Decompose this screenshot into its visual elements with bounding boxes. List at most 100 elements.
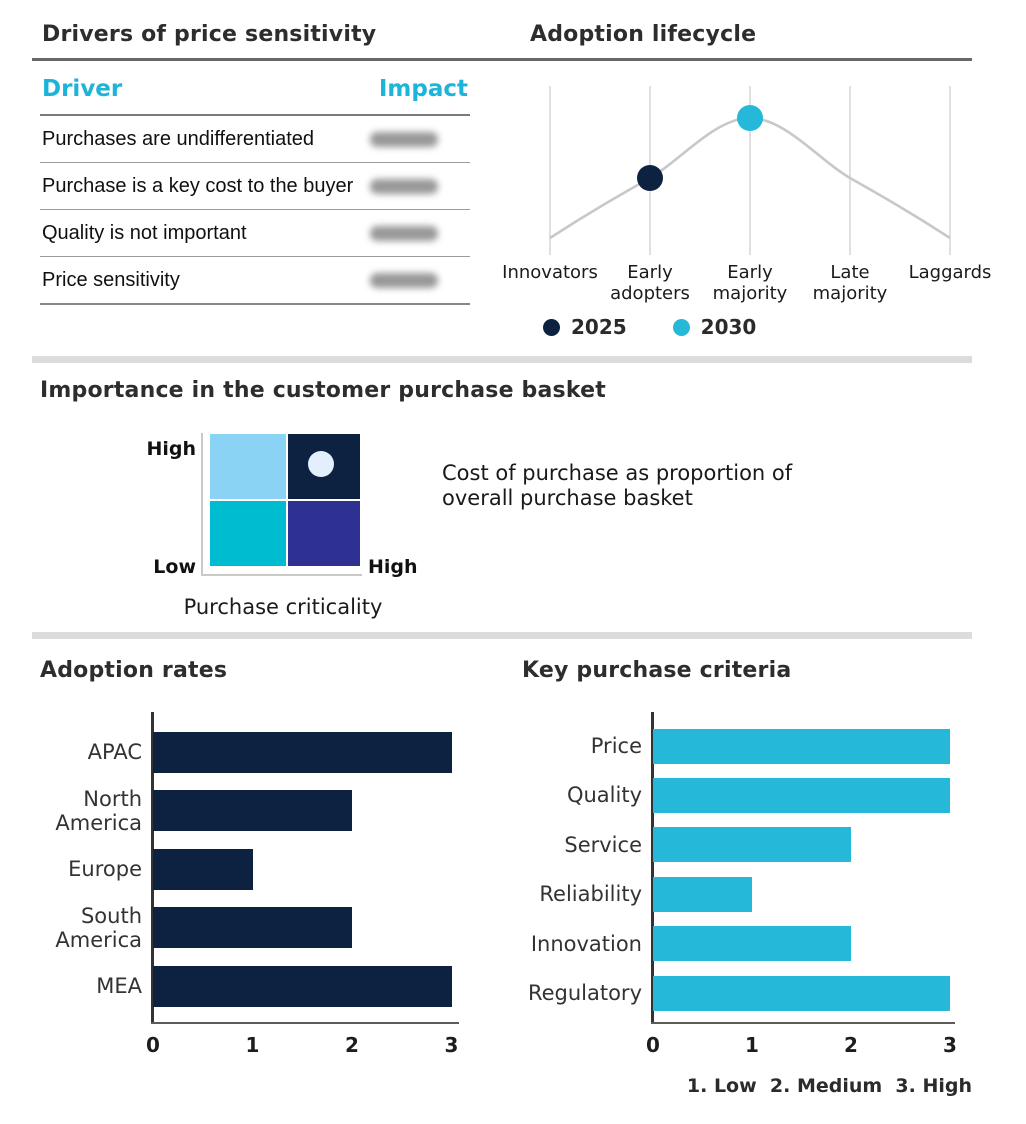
category-label-text: Innovation xyxy=(530,931,642,956)
matrix-marker-dot xyxy=(308,451,334,477)
adoption-rates-y-axis xyxy=(151,712,154,1024)
bar-reliability xyxy=(653,876,752,912)
purchase-criteria-title: Key purchase criteria xyxy=(522,658,792,683)
category-label: Price xyxy=(498,719,642,773)
table-row: Purchases are undifferentiated xyxy=(40,116,470,163)
category-label: North America xyxy=(24,784,142,838)
category-label-text: Reliability xyxy=(539,882,642,907)
matrix-y-high-label: High xyxy=(146,438,196,460)
driver-cell: Purchases are undifferentiated xyxy=(42,127,315,150)
category-label-text: Europe xyxy=(68,857,142,881)
column-header-impact: Impact xyxy=(378,76,468,102)
drivers-table-body: Purchases are undifferentiated Purchase i… xyxy=(40,116,470,305)
drivers-section-title: Drivers of price sensitivity xyxy=(42,22,377,47)
x-tick-label: 2 xyxy=(345,1033,359,1057)
category-label-text: Regulatory xyxy=(527,981,642,1005)
legend-label: 2025 xyxy=(571,315,627,339)
matrix-quadrant-top-left xyxy=(210,434,286,499)
impact-value-blurred xyxy=(370,225,438,241)
section-divider xyxy=(32,632,972,639)
importance-section-title: Importance in the customer purchase bask… xyxy=(40,378,606,403)
impact-value-blurred xyxy=(370,178,438,194)
lifecycle-category-label: Innovators xyxy=(502,262,598,283)
lifecycle-legend: 2025 2030 xyxy=(543,315,756,339)
legend-label: 2030 xyxy=(700,315,757,339)
category-label-text: MEA xyxy=(96,974,142,998)
bar-south-america xyxy=(153,907,352,948)
impact-value-blurred xyxy=(370,272,438,288)
category-label-text: APAC xyxy=(87,740,142,764)
lifecycle-category-label: Late majority xyxy=(812,262,888,304)
lifecycle-section-title: Adoption lifecycle xyxy=(530,22,757,47)
x-tick-label: 1 xyxy=(245,1033,260,1057)
lifecycle-category-label: Early majority xyxy=(712,262,788,304)
x-tick-label: 0 xyxy=(146,1033,160,1057)
impact-value-blurred xyxy=(370,131,438,147)
driver-cell: Price sensitivity xyxy=(42,268,180,291)
driver-cell: Quality is not important xyxy=(42,221,247,244)
bar-quality xyxy=(653,777,950,813)
category-label: Europe xyxy=(24,842,142,896)
lifecycle-plot xyxy=(549,86,951,255)
category-label-text: North America xyxy=(55,786,142,835)
matrix-annotation: Cost of purchase as proportion of overal… xyxy=(442,461,793,510)
adoption-rates-x-axis xyxy=(151,1022,459,1024)
category-label: Regulatory xyxy=(498,966,642,1020)
marker-dot-2025 xyxy=(637,165,663,191)
category-label: APAC xyxy=(24,725,142,779)
category-label: MEA xyxy=(24,959,142,1013)
category-label: Innovation xyxy=(498,917,642,971)
lifecycle-category-label: Laggards xyxy=(908,262,992,283)
table-row: Purchase is a key cost to the buyer xyxy=(40,163,470,210)
lifecycle-category-label: Early adopters xyxy=(610,262,690,304)
category-label-text: Price xyxy=(590,734,642,758)
driver-cell: Purchase is a key cost to the buyer xyxy=(42,174,354,197)
scale-footnote: 1. Low 2. Medium 3. High xyxy=(686,1075,972,1097)
criteria-x-axis xyxy=(651,1022,955,1024)
matrix-quadrant-bottom-left xyxy=(210,501,286,566)
matrix-y-axis xyxy=(201,433,203,576)
bar-north-america xyxy=(153,790,352,831)
category-label: Reliability xyxy=(498,867,642,921)
adoption-rates-title: Adoption rates xyxy=(40,658,228,683)
table-row: Quality is not important xyxy=(40,210,470,257)
x-tick-label: 1 xyxy=(745,1033,759,1057)
header-rule xyxy=(32,58,972,61)
matrix-x-axis xyxy=(201,574,362,576)
lifecycle-labels: Innovators Early adopters Early majority La… xyxy=(502,262,991,312)
bar-price xyxy=(653,728,950,764)
legend-dot-icon xyxy=(543,318,560,336)
criteria-y-axis xyxy=(651,712,654,1024)
bar-mea xyxy=(153,965,452,1007)
marker-dot-2030 xyxy=(737,105,763,131)
column-header-driver: Driver xyxy=(42,76,123,102)
section-divider xyxy=(32,356,972,363)
table-row: Price sensitivity xyxy=(40,257,470,305)
importance-matrix xyxy=(210,434,360,566)
category-label: Service xyxy=(498,818,642,872)
legend-item: 2030 xyxy=(672,315,757,339)
bar-europe xyxy=(153,848,253,890)
category-label-text: Quality xyxy=(566,783,642,808)
x-tick-label: 2 xyxy=(844,1033,858,1057)
category-label: Quality xyxy=(498,768,642,822)
drivers-table-header: Driver Impact xyxy=(40,72,470,116)
category-label: South America xyxy=(24,901,142,955)
legend-dot-icon xyxy=(672,318,690,336)
bar-regulatory xyxy=(653,975,950,1011)
matrix-x-axis-title: Purchase criticality xyxy=(183,595,383,619)
x-tick-label: 3 xyxy=(943,1033,957,1057)
x-tick-label: 0 xyxy=(646,1033,660,1057)
category-label-text: Service xyxy=(564,832,642,857)
matrix-y-low-label: Low xyxy=(153,556,196,578)
bar-service xyxy=(653,827,851,863)
matrix-quadrant-bottom-right xyxy=(288,501,360,566)
bar-innovation xyxy=(653,926,851,962)
category-label-text: South America xyxy=(55,903,142,952)
bar-apac xyxy=(153,731,452,773)
drivers-table: Driver Impact Purchases are undifferenti… xyxy=(40,72,470,305)
matrix-x-high-label: High xyxy=(368,556,418,578)
legend-item: 2025 xyxy=(543,315,627,339)
x-tick-label: 3 xyxy=(444,1033,459,1057)
